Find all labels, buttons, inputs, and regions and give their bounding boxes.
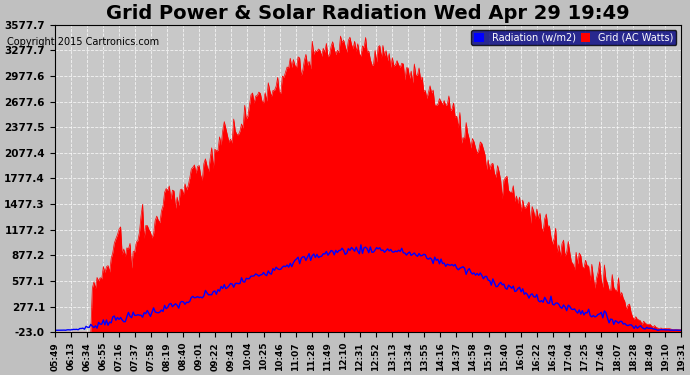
Title: Grid Power & Solar Radiation Wed Apr 29 19:49: Grid Power & Solar Radiation Wed Apr 29 … — [106, 4, 630, 23]
Text: Copyright 2015 Cartronics.com: Copyright 2015 Cartronics.com — [7, 37, 159, 47]
Legend: Radiation (w/m2), Grid (AC Watts): Radiation (w/m2), Grid (AC Watts) — [471, 30, 676, 45]
